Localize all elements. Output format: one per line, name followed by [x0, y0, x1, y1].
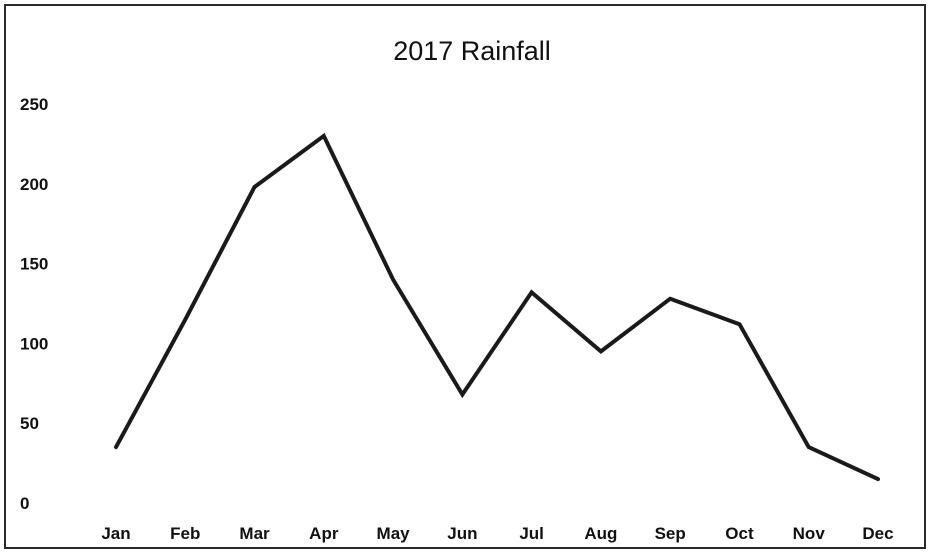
x-tick-label: Aug [584, 524, 617, 543]
data-point [876, 477, 880, 481]
x-tick-label: Dec [862, 524, 893, 543]
y-tick-label: 150 [20, 255, 48, 274]
y-tick-label: 100 [20, 334, 48, 353]
chart-title: 2017 Rainfall [393, 36, 551, 66]
x-axis-ticks: Jan Feb Mar Apr May Jun Jul Aug Sep Oct Nov Dec [101, 524, 893, 543]
x-tick-label: Sep [655, 524, 686, 543]
x-tick-label: Jan [101, 524, 130, 543]
series-layer [114, 132, 880, 482]
x-tick-label: Oct [725, 524, 754, 543]
x-tick-label: Mar [239, 524, 270, 543]
y-axis-ticks: 0 50 100 150 200 250 [20, 95, 48, 513]
x-tick-label: May [377, 524, 411, 543]
x-tick-label: Apr [309, 524, 339, 543]
data-point [460, 392, 464, 396]
x-tick-label: Jul [519, 524, 544, 543]
y-tick-label: 250 [20, 95, 48, 114]
data-point [183, 317, 187, 321]
y-tick-label: 0 [20, 494, 29, 513]
data-point [391, 278, 395, 282]
data-point [253, 185, 257, 189]
x-tick-label: Jun [447, 524, 477, 543]
data-point [599, 349, 603, 353]
x-tick-label: Feb [170, 524, 200, 543]
data-point [530, 290, 534, 294]
chart-frame [4, 4, 926, 549]
x-tick-label: Nov [793, 524, 826, 543]
y-tick-label: 50 [20, 414, 39, 433]
y-tick-label: 200 [20, 175, 48, 194]
data-point [668, 297, 672, 301]
series-line [114, 132, 880, 482]
data-point [737, 322, 741, 326]
data-point [322, 134, 326, 138]
data-point [114, 445, 118, 449]
data-point [807, 445, 811, 449]
